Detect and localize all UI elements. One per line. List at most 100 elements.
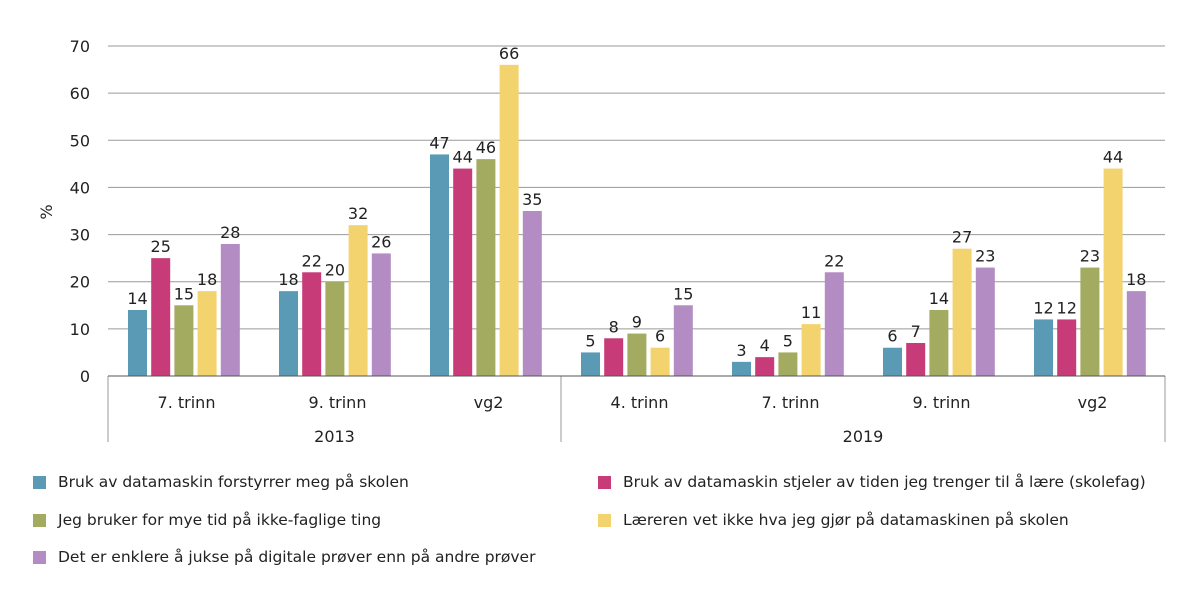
category-label: 7. trinn	[762, 393, 820, 412]
bar	[325, 281, 345, 376]
bar	[128, 310, 147, 376]
data-label: 7	[911, 322, 921, 341]
data-label: 18	[197, 270, 217, 289]
legend-label: Det er enklere å jukse på digitale prøve…	[58, 548, 536, 566]
bar	[650, 347, 670, 376]
legend-label: Bruk av datamaskin stjeler av tiden jeg …	[623, 473, 1146, 491]
bar	[1126, 291, 1146, 376]
y-tick-label: 30	[70, 226, 90, 245]
bar	[1103, 168, 1123, 376]
y-tick-label: 10	[70, 320, 90, 339]
legend-item: Det er enklere å jukse på digitale prøve…	[33, 548, 535, 566]
data-label: 27	[952, 228, 972, 247]
bar	[1034, 319, 1053, 376]
y-tick-label: 0	[80, 367, 90, 386]
bar	[581, 352, 600, 376]
y-tick-label: 70	[70, 37, 90, 56]
legend-label: Bruk av datamaskin forstyrrer meg på sko…	[58, 473, 409, 491]
bar	[1080, 267, 1100, 376]
bar	[453, 168, 473, 376]
bar	[732, 361, 751, 376]
y-tick-label: 60	[70, 84, 90, 103]
bar	[929, 310, 949, 376]
category-label: 9. trinn	[913, 393, 971, 412]
data-label: 12	[1033, 298, 1053, 317]
category-label: 4. trinn	[611, 393, 669, 412]
data-label: 20	[325, 261, 345, 280]
data-label: 5	[783, 331, 793, 350]
bar	[778, 352, 798, 376]
bar	[906, 343, 926, 376]
bar	[673, 305, 693, 376]
data-label: 15	[673, 284, 693, 303]
data-label: 14	[929, 289, 949, 308]
group-label: 2013	[314, 427, 355, 446]
legend-label: Læreren vet ikke hva jeg gjør på datamas…	[623, 511, 1069, 529]
y-tick-label: 50	[70, 131, 90, 150]
data-label: 18	[1126, 270, 1146, 289]
data-label: 26	[371, 232, 391, 251]
bar	[952, 248, 972, 376]
legend-item: Bruk av datamaskin forstyrrer meg på sko…	[33, 473, 409, 491]
bar	[1057, 319, 1077, 376]
bar	[371, 253, 391, 376]
y-axis-label: %	[37, 204, 56, 219]
legend-swatch	[33, 550, 46, 564]
bar	[348, 225, 368, 376]
y-tick-label: 20	[70, 273, 90, 292]
legend-swatch	[598, 475, 611, 489]
legend-item: Læreren vet ikke hva jeg gjør på datamas…	[598, 511, 1069, 529]
bar	[975, 267, 995, 376]
data-label: 46	[476, 138, 496, 157]
data-label: 22	[824, 251, 844, 270]
bar	[476, 159, 496, 376]
category-label: vg2	[474, 393, 504, 412]
data-label: 22	[302, 251, 322, 270]
bar	[604, 338, 624, 376]
bar	[824, 272, 844, 376]
bar	[522, 211, 542, 376]
bar	[801, 324, 821, 376]
data-label: 6	[887, 327, 897, 346]
data-label: 47	[429, 133, 449, 152]
category-label: vg2	[1078, 393, 1108, 412]
legend-swatch	[33, 513, 46, 527]
data-label: 3	[736, 341, 746, 360]
bar	[197, 291, 217, 376]
data-label: 28	[220, 223, 240, 242]
data-label: 23	[1080, 247, 1100, 266]
data-label: 66	[499, 44, 519, 63]
bar	[174, 305, 194, 376]
data-label: 18	[278, 270, 298, 289]
data-label: 11	[801, 303, 821, 322]
legend-swatch	[33, 475, 46, 489]
data-label: 23	[975, 247, 995, 266]
data-label: 5	[585, 331, 595, 350]
bar	[220, 244, 240, 376]
data-label: 6	[655, 327, 665, 346]
data-label: 12	[1057, 298, 1077, 317]
legend-item: Jeg bruker for mye tid på ikke-faglige t…	[33, 511, 381, 529]
bar	[302, 272, 322, 376]
category-label: 9. trinn	[309, 393, 367, 412]
legend-label: Jeg bruker for mye tid på ikke-faglige t…	[58, 511, 382, 529]
legend-item: Bruk av datamaskin stjeler av tiden jeg …	[598, 473, 1146, 491]
bar	[151, 258, 171, 376]
data-label: 15	[174, 284, 194, 303]
bar	[430, 154, 449, 376]
category-label: 7. trinn	[158, 393, 216, 412]
bar	[755, 357, 775, 376]
bar	[499, 64, 519, 376]
data-label: 32	[348, 204, 368, 223]
bar	[883, 347, 902, 376]
data-label: 44	[453, 148, 473, 167]
group-label: 2019	[843, 427, 884, 446]
data-label: 44	[1103, 148, 1123, 167]
y-tick-label: 40	[70, 178, 90, 197]
bar	[279, 291, 298, 376]
data-label: 4	[760, 336, 770, 355]
data-label: 25	[151, 237, 171, 256]
bar	[627, 333, 647, 376]
